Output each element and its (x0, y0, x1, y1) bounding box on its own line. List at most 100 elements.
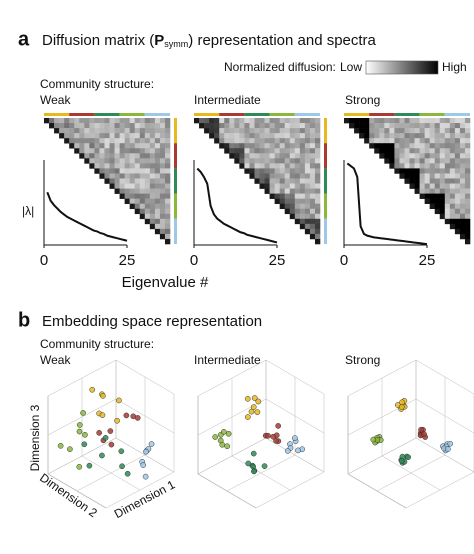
heatmap-cell (159, 228, 166, 235)
box-edge (347, 359, 417, 397)
heatmap-cell (444, 158, 451, 164)
heatmap-cell (74, 133, 80, 139)
heatmap-cell (454, 208, 461, 215)
box-edge (265, 359, 325, 395)
heatmap-cell (394, 128, 400, 134)
heatmap-cell (154, 173, 161, 179)
heatmap-cell (269, 193, 275, 199)
heatmap-cell (79, 123, 85, 129)
heatmap-cell (144, 123, 151, 129)
heatmap-cell (304, 163, 311, 169)
heatmap-cell (309, 123, 316, 129)
heatmap-cell (264, 148, 270, 154)
heatmap-cell (139, 213, 146, 220)
embedding-point (244, 395, 251, 402)
heatmap-cell (314, 208, 321, 215)
heatmap-cell (434, 183, 441, 189)
heatmap-cell (104, 168, 110, 174)
heatmap-cell (129, 188, 136, 194)
heatmap-cell (309, 138, 316, 144)
heatmap-cell (389, 128, 395, 134)
heatmap-cell (279, 128, 286, 134)
embedding-point (224, 443, 231, 450)
heatmap-cell (314, 203, 321, 210)
heatmap-cell (464, 168, 471, 174)
heatmap-cell (379, 133, 385, 139)
heatmap-cell (139, 158, 146, 164)
heatmap-cell (149, 128, 156, 134)
embedding-point (370, 436, 377, 443)
heatmap-cell (124, 198, 130, 204)
heatmap-cell (109, 143, 115, 149)
heatmap-cell (409, 123, 415, 129)
embedding-point (248, 408, 255, 415)
heatmap-cell (464, 183, 471, 189)
heatmap-cell (144, 148, 151, 154)
heatmap-cell (299, 143, 306, 149)
heatmap-cell (109, 118, 115, 124)
heatmap-cell (254, 158, 260, 164)
heatmap-cell (89, 118, 95, 124)
heatmap-cell (419, 173, 425, 179)
heatmap-cell (429, 173, 436, 179)
heatmap-cell (149, 183, 156, 189)
heatmap-cell (449, 173, 456, 179)
heatmap-cell (159, 138, 166, 144)
heatmap-cell (154, 148, 161, 154)
heatmap-cell (244, 163, 250, 169)
heatmap-cell (444, 133, 451, 139)
heatmap-cell (304, 218, 311, 225)
heatmap-cell (309, 133, 316, 139)
embedding-point (398, 404, 405, 410)
title-part: Diffusion matrix ( (42, 32, 154, 49)
heatmap-cell (289, 133, 296, 139)
heatmap-cell (304, 193, 311, 199)
box-edge (415, 437, 474, 473)
heatmap-cell (149, 118, 156, 124)
heatmap-cell (309, 213, 316, 220)
heatmap-cell (114, 153, 120, 159)
heatmap-cell (429, 128, 436, 134)
heatmap-cell (284, 173, 291, 179)
y-axis-label: |λ| (22, 204, 34, 218)
heatmap-cell (314, 178, 321, 184)
heatmap-cell (449, 168, 456, 174)
heatmap-cell (254, 118, 260, 124)
heatmap-cell (299, 193, 306, 199)
heatmap-cell (264, 168, 270, 174)
heatmap-cell (289, 163, 296, 169)
heatmap-cell (289, 143, 296, 149)
heatmap-cell (309, 163, 316, 169)
heatmap-cell (159, 193, 166, 199)
heatmap-cell (464, 163, 471, 169)
x-tick-label: 25 (269, 252, 286, 269)
heatmap-cell (289, 188, 296, 194)
embedding-point (116, 397, 122, 404)
heatmap-cell (114, 163, 120, 169)
spectrum-line (196, 167, 278, 244)
heatmap-cell (454, 168, 461, 174)
heatmap-cell (159, 178, 166, 184)
heatmap-cell (149, 218, 156, 225)
embedding-point (405, 454, 412, 461)
heatmap-cell (129, 143, 136, 149)
heatmap-cell (84, 138, 90, 144)
heatmap-cell (229, 128, 235, 134)
heatmap-cell (164, 218, 171, 225)
heatmap-cell (124, 173, 130, 179)
heatmap-cell (164, 208, 171, 215)
heatmap-cell (164, 138, 171, 144)
heatmap-cell (104, 148, 110, 154)
heatmap-cell (414, 163, 420, 169)
heatmap-cell (144, 168, 151, 174)
heatmap-cell (224, 138, 230, 144)
heatmap-cell (244, 123, 250, 129)
heatmap-cell (129, 123, 136, 129)
heatmap-cell (414, 153, 420, 159)
heatmap-cell (424, 168, 430, 174)
heatmap-cell (149, 198, 156, 204)
heatmap-cell (104, 158, 110, 164)
panel-title: Diffusion matrix (Psymm) representation … (42, 32, 377, 49)
x-tick-label: 25 (419, 252, 436, 269)
heatmap-cell (139, 173, 146, 179)
